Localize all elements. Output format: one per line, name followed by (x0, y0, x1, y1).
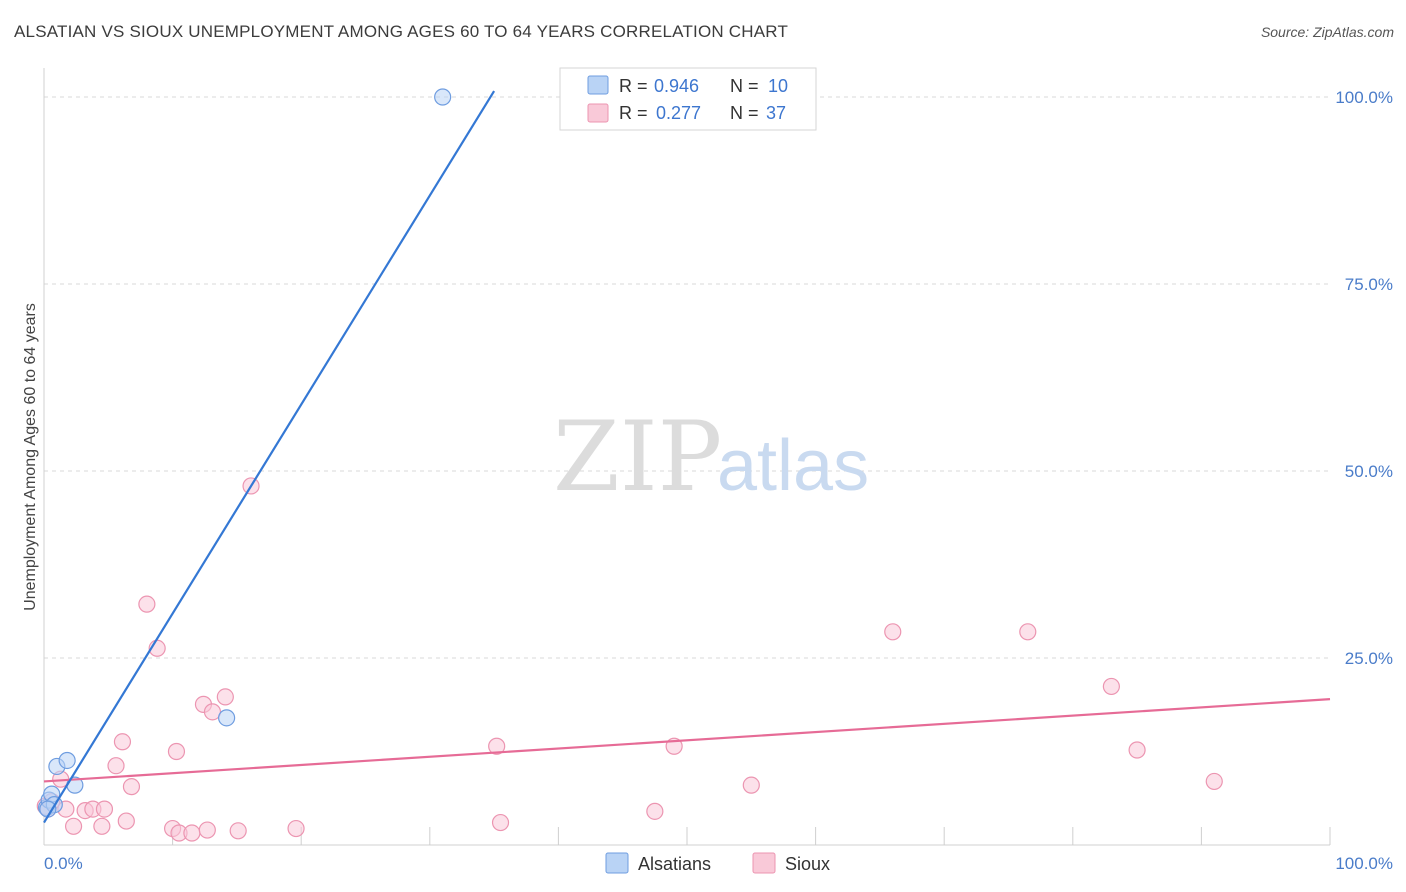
alsatian-point-5 (58, 751, 76, 770)
legend-r-label-alsatians: R = (619, 76, 648, 96)
sioux-point-17 (167, 742, 186, 761)
y-tick-label-75: 75.0% (1345, 275, 1393, 294)
legend-swatch-sioux (587, 103, 609, 123)
sioux-point-13 (122, 778, 141, 796)
watermark: ZIP atlas (553, 401, 869, 513)
sioux-point-9 (95, 800, 114, 818)
sioux-point-35 (1128, 741, 1146, 759)
legend-swatch-alsatians (587, 75, 609, 95)
watermark-atlas: atlas (717, 426, 869, 506)
sioux-point-33 (1019, 623, 1037, 641)
y-tick-label-100: 100.0% (1335, 88, 1393, 107)
legend-n-value-sioux: 37 (766, 103, 786, 123)
sioux-point-29 (646, 802, 664, 820)
sioux-point-5 (64, 817, 83, 835)
sioux-point-12 (117, 812, 135, 830)
legend-n-label-alsatians: N = (730, 76, 759, 96)
y-axis-label: Unemployment Among Ages 60 to 64 years (22, 303, 39, 611)
legend-r-label-sioux: R = (619, 103, 648, 123)
source-label: Source: ZipAtlas.com (1260, 24, 1394, 40)
chart-title: ALSATIAN VS SIOUX UNEMPLOYMENT AMONG AGE… (14, 22, 789, 41)
legend-n-label-sioux: N = (730, 103, 759, 123)
alsatian-point-7 (218, 709, 236, 727)
bottom-legend-label-sioux: Sioux (785, 854, 830, 874)
y-tick-label-25: 25.0% (1345, 649, 1393, 668)
alsatian-trend-line (43, 90, 496, 824)
sioux-point-23 (216, 688, 234, 706)
sioux-point-10 (107, 757, 125, 775)
sioux-point-19 (183, 824, 201, 842)
sioux-point-31 (742, 776, 760, 794)
sioux-point-34 (1102, 677, 1120, 696)
sioux-trend-line (43, 698, 1331, 783)
sioux-point-8 (93, 817, 111, 835)
watermark-zip: ZIP (553, 401, 722, 513)
legend-r-value-alsatians: 0.946 (654, 76, 699, 96)
series-legend: Alsatians Sioux (605, 852, 830, 874)
sioux-point-28 (491, 813, 510, 832)
x-tick-label-max: 100.0% (1335, 854, 1393, 873)
trend-lines (43, 90, 1331, 824)
bottom-legend-label-alsatians: Alsatians (638, 854, 711, 874)
legend-r-value-sioux: 0.277 (656, 103, 701, 123)
sioux-point-26 (287, 819, 305, 838)
alsatian-points (37, 88, 452, 818)
sioux-point-36 (1205, 772, 1223, 791)
legend-n-value-alsatians: 10 (768, 76, 788, 96)
y-tick-label-50: 50.0% (1345, 462, 1393, 481)
sioux-point-11 (113, 733, 132, 751)
correlation-legend: R = 0.946 N = 10 R = 0.277 N = 37 (559, 67, 817, 131)
sioux-point-14 (138, 595, 156, 613)
sioux-point-24 (229, 822, 247, 840)
sioux-point-32 (884, 623, 902, 641)
x-ticks (172, 827, 1331, 845)
sioux-point-27 (488, 737, 506, 755)
y-tick-labels: 25.0% 50.0% 75.0% 100.0% (1335, 88, 1393, 668)
alsatian-point-8 (434, 88, 452, 106)
sioux-point-21 (198, 821, 216, 839)
bottom-legend-swatch-alsatians (605, 852, 629, 874)
sioux-points (36, 477, 1223, 842)
x-tick-label-min: 0.0% (44, 854, 83, 873)
grid-lines (44, 96, 1330, 659)
bottom-legend-swatch-sioux (752, 852, 776, 874)
